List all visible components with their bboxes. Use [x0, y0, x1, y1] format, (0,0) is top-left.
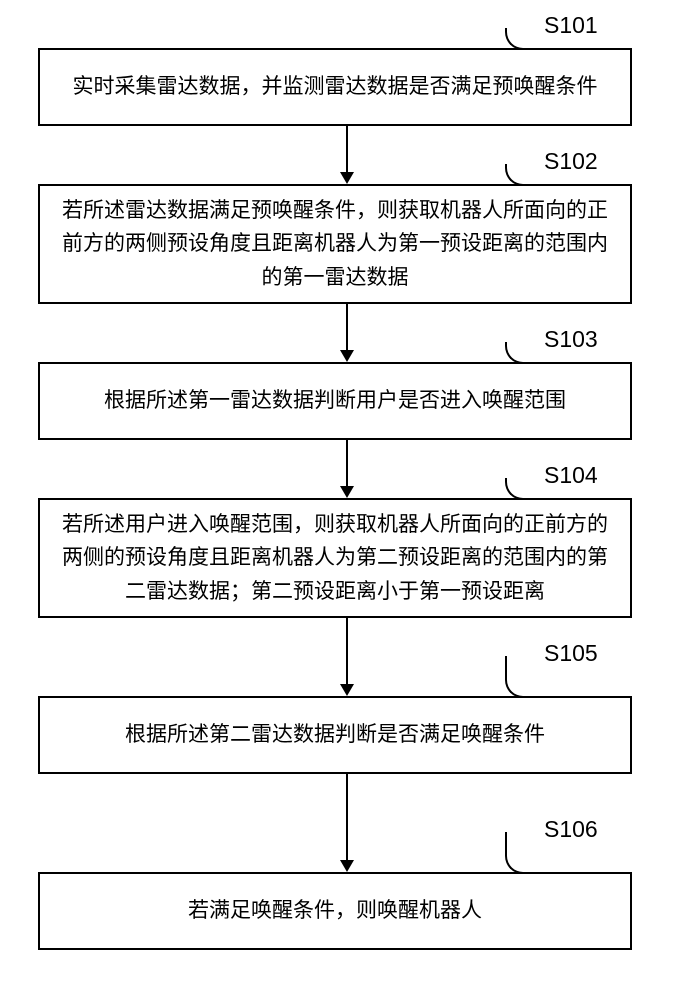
connector-S101-S102: [346, 126, 348, 172]
flow-step-label-S106: S106: [544, 816, 598, 843]
flow-step-text: 若所述雷达数据满足预唤醒条件，则获取机器人所面向的正前方的两侧预设角度且距离机器…: [54, 194, 616, 295]
flow-step-text: 实时采集雷达数据，并监测雷达数据是否满足预唤醒条件: [73, 70, 598, 104]
callout-S103: [505, 342, 543, 364]
flow-step-text: 根据所述第二雷达数据判断是否满足唤醒条件: [125, 718, 545, 752]
flow-step-S101: 实时采集雷达数据，并监测雷达数据是否满足预唤醒条件: [38, 48, 632, 126]
flow-step-text: 若满足唤醒条件，则唤醒机器人: [188, 894, 482, 928]
flow-step-label-S101: S101: [544, 12, 598, 39]
arrowhead-icon: [340, 172, 354, 184]
flow-step-S106: 若满足唤醒条件，则唤醒机器人: [38, 872, 632, 950]
connector-S104-S105: [346, 618, 348, 684]
arrowhead-icon: [340, 350, 354, 362]
callout-S106: [505, 832, 543, 874]
flow-step-S104: 若所述用户进入唤醒范围，则获取机器人所面向的正前方的两侧的预设角度且距离机器人为…: [38, 498, 632, 618]
connector-S102-S103: [346, 304, 348, 350]
flow-step-S102: 若所述雷达数据满足预唤醒条件，则获取机器人所面向的正前方的两侧预设角度且距离机器…: [38, 184, 632, 304]
callout-S105: [505, 656, 543, 698]
arrowhead-icon: [340, 860, 354, 872]
connector-S105-S106: [346, 774, 348, 860]
arrowhead-icon: [340, 486, 354, 498]
callout-S101: [505, 28, 543, 50]
flow-step-label-S102: S102: [544, 148, 598, 175]
flowchart-canvas: 实时采集雷达数据，并监测雷达数据是否满足预唤醒条件 S101 若所述雷达数据满足预唤…: [0, 0, 693, 1000]
flow-step-S105: 根据所述第二雷达数据判断是否满足唤醒条件: [38, 696, 632, 774]
callout-S102: [505, 164, 543, 186]
callout-S104: [505, 478, 543, 500]
flow-step-label-S103: S103: [544, 326, 598, 353]
connector-S103-S104: [346, 440, 348, 486]
flow-step-text: 根据所述第一雷达数据判断用户是否进入唤醒范围: [104, 384, 566, 418]
flow-step-label-S104: S104: [544, 462, 598, 489]
flow-step-text: 若所述用户进入唤醒范围，则获取机器人所面向的正前方的两侧的预设角度且距离机器人为…: [54, 508, 616, 609]
flow-step-S103: 根据所述第一雷达数据判断用户是否进入唤醒范围: [38, 362, 632, 440]
flow-step-label-S105: S105: [544, 640, 598, 667]
arrowhead-icon: [340, 684, 354, 696]
